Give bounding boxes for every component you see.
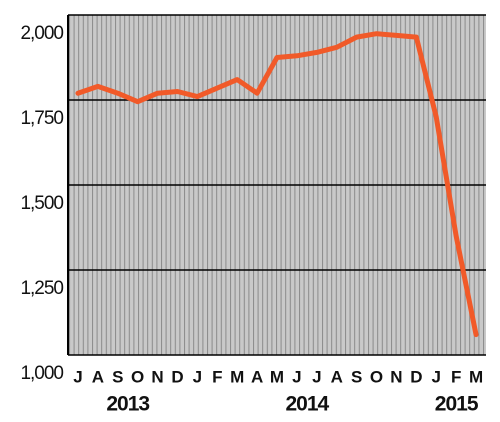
x-tick-label: S (351, 367, 362, 386)
x-tick-label: A (331, 367, 343, 386)
x-tick-label: S (112, 367, 123, 386)
x-tick-label: O (370, 367, 383, 386)
x-tick-label: F (451, 367, 461, 386)
x-tick-label: N (151, 367, 163, 386)
line (75, 31, 479, 338)
x-tick-label: J (432, 367, 441, 386)
y-tick-label: 1,250 (20, 278, 63, 299)
x-tick-label: O (131, 367, 144, 386)
year-label: 2013 (106, 393, 149, 416)
x-tick-label: N (390, 367, 402, 386)
y-tick-label: 1,000 (20, 363, 63, 384)
x-tick-label: D (171, 367, 183, 386)
x-tick-label: J (292, 367, 301, 386)
x-tick-label: J (193, 367, 202, 386)
x-tick-label: A (92, 367, 104, 386)
y-tick-label: 1,500 (20, 193, 63, 214)
x-tick-label: D (410, 367, 422, 386)
year-label: 2015 (435, 393, 479, 416)
x-tick-label: J (312, 367, 321, 386)
x-tick-label: F (212, 367, 222, 386)
year-label: 2014 (285, 393, 329, 416)
y-tick-label: 2,000 (20, 23, 63, 44)
y-tick-label: 1,750 (20, 108, 63, 129)
x-tick-label: M (230, 367, 244, 386)
x-tick-label: J (73, 367, 82, 386)
x-tick-label: M (270, 367, 284, 386)
x-tick-label: M (469, 367, 483, 386)
x-tick-label: A (251, 367, 263, 386)
